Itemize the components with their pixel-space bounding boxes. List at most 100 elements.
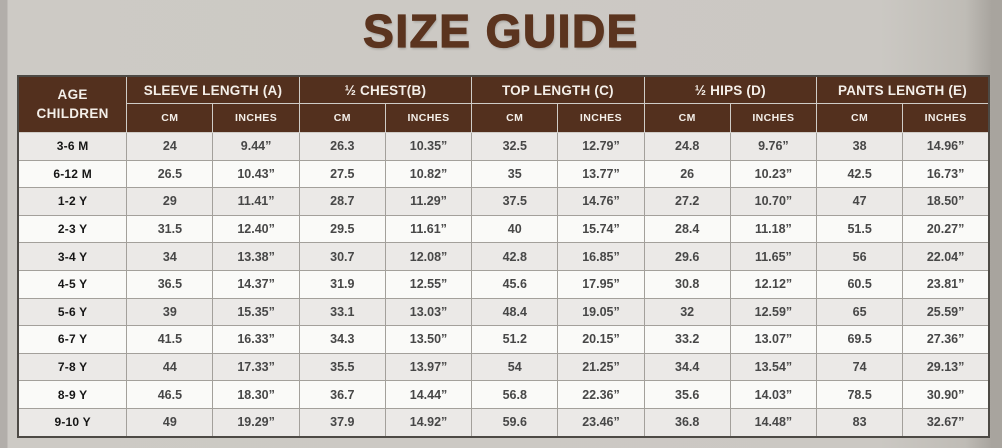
measurement-cell: 34 (126, 242, 214, 271)
measurement-cell: 27.5 (298, 159, 386, 189)
measurement-cell: 30.7 (298, 242, 386, 271)
measurement-cell: 30.90” (902, 380, 990, 409)
unit-header-cm: CM (126, 103, 214, 133)
measurement-cell: 65 (815, 297, 904, 327)
measurement-cell: 10.43” (212, 159, 300, 189)
measurement-cell: 51.2 (471, 325, 559, 354)
unit-header-cm: CM (298, 103, 386, 133)
measurement-cell: 18.30” (212, 380, 300, 409)
measurement-cell: 38 (815, 132, 904, 161)
measurement-cell: 23.81” (902, 269, 990, 299)
measurement-cell: 36.5 (126, 269, 214, 299)
measurement-cell: 12.12” (729, 269, 818, 299)
measurement-cell: 39 (126, 297, 214, 327)
measurement-cell: 29.5 (298, 214, 386, 244)
measurement-cell: 56.8 (471, 380, 559, 409)
measurement-cell: 20.15” (557, 325, 645, 354)
age-cell: 6-12 M (17, 159, 128, 189)
measurement-cell: 54 (471, 352, 559, 382)
measurement-cell: 15.35” (212, 297, 300, 327)
table-row: 4-5 Y 36.5 14.37” 31.9 12.55” 45.6 17.95” 30.8 1… (17, 269, 990, 299)
unit-header-inches: INCHES (557, 103, 645, 133)
table-row: 6-7 Y 41.5 16.33” 34.3 13.50” 51.2 20.15” 33.2 1… (17, 325, 990, 354)
age-column-header: AGE CHILDREN (17, 75, 128, 133)
measurement-cell: 33.1 (298, 297, 386, 327)
measurement-cell: 10.35” (384, 132, 473, 161)
unit-header-cm: CM (471, 103, 559, 133)
age-cell: 3-6 M (17, 132, 128, 161)
measurement-cell: 34.4 (643, 352, 731, 382)
measurement-cell: 9.44” (212, 132, 300, 161)
measurement-cell: 29 (126, 187, 214, 216)
measurement-cell: 13.77” (557, 159, 645, 189)
measurement-cell: 14.92” (384, 407, 473, 438)
measurement-cell: 13.07” (729, 325, 818, 354)
unit-header-cm: CM (643, 103, 731, 133)
group-header-half-chest: ½ CHEST(B) (298, 75, 473, 104)
measurement-cell: 83 (815, 407, 904, 438)
age-cell: 5-6 Y (17, 297, 128, 327)
measurement-cell: 42.5 (815, 159, 904, 189)
measurement-cell: 12.55” (384, 269, 473, 299)
measurement-cell: 51.5 (815, 214, 904, 244)
measurement-cell: 35.5 (298, 352, 386, 382)
measurement-cell: 13.38” (212, 242, 300, 271)
unit-header-inches: INCHES (212, 103, 300, 133)
measurement-cell: 31.5 (126, 214, 214, 244)
measurement-cell: 33.2 (643, 325, 731, 354)
measurement-cell: 26 (643, 159, 731, 189)
measurement-cell: 17.95” (557, 269, 645, 299)
table-row: 8-9 Y 46.5 18.30” 36.7 14.44” 56.8 22.36” 35.6 1… (17, 380, 990, 409)
age-cell: 2-3 Y (17, 214, 128, 244)
measurement-cell: 18.50” (902, 187, 990, 216)
measurement-cell: 37.5 (471, 187, 559, 216)
unit-header-inches: INCHES (902, 103, 990, 133)
measurement-cell: 14.48” (729, 407, 818, 438)
table-row: 5-6 Y 39 15.35” 33.1 13.03” 48.4 19.05” 32 12.59… (17, 297, 990, 327)
measurement-cell: 27.2 (643, 187, 731, 216)
measurement-cell: 16.33” (212, 325, 300, 354)
table-row: 7-8 Y 44 17.33” 35.5 13.97” 54 21.25” 34.4 13.54… (17, 352, 990, 382)
table-row: 1-2 Y 29 11.41” 28.7 11.29” 37.5 14.76” 27.2 10.… (17, 187, 990, 216)
measurement-cell: 11.18” (729, 214, 818, 244)
measurement-cell: 14.37” (212, 269, 300, 299)
table-row: 2-3 Y 31.5 12.40” 29.5 11.61” 40 15.74” 28.4 11.… (17, 214, 990, 244)
measurement-cell: 15.74” (557, 214, 645, 244)
group-header-sleeve-length: SLEEVE LENGTH (A) (126, 75, 300, 104)
page-title: SIZE GUIDE (362, 4, 639, 57)
measurement-cell: 27.36” (902, 325, 990, 354)
measurement-cell: 56 (815, 242, 904, 271)
measurement-cell: 40 (471, 214, 559, 244)
measurement-cell: 60.5 (815, 269, 904, 299)
table-row: 6-12 M 26.5 10.43” 27.5 10.82” 35 13.77” 26 10.2… (17, 159, 990, 189)
measurement-cell: 12.59” (729, 297, 818, 327)
measurement-cell: 26.3 (298, 132, 386, 161)
measurement-cell: 35.6 (643, 380, 731, 409)
measurement-cell: 11.29” (384, 187, 473, 216)
measurement-cell: 14.03” (729, 380, 818, 409)
table-row: 9-10 Y 49 19.29” 37.9 14.92” 59.6 23.46” 36.8 14… (17, 407, 990, 438)
measurement-cell: 20.27” (902, 214, 990, 244)
table-header: AGE CHILDREN SLEEVE LENGTH (A) ½ CHEST(B… (17, 75, 990, 133)
measurement-cell: 49 (126, 407, 214, 438)
table-row: 3-6 M 24 9.44” 26.3 10.35” 32.5 12.79” 24.8 9.76… (17, 132, 990, 161)
measurement-cell: 22.36” (557, 380, 645, 409)
measurement-cell: 41.5 (126, 325, 214, 354)
measurement-cell: 24 (126, 132, 214, 161)
measurement-cell: 11.61” (384, 214, 473, 244)
measurement-cell: 13.54” (729, 352, 818, 382)
age-cell: 3-4 Y (17, 242, 128, 271)
measurement-cell: 13.03” (384, 297, 473, 327)
group-header-half-hips: ½ HIPS (D) (643, 75, 818, 104)
measurement-cell: 74 (815, 352, 904, 382)
measurement-cell: 21.25” (557, 352, 645, 382)
measurement-cell: 12.79” (557, 132, 645, 161)
measurement-cell: 22.04” (902, 242, 990, 271)
age-cell: 6-7 Y (17, 325, 128, 354)
measurement-cell: 17.33” (212, 352, 300, 382)
size-guide-table: AGE CHILDREN SLEEVE LENGTH (A) ½ CHEST(B… (17, 75, 990, 438)
measurement-cell: 42.8 (471, 242, 559, 271)
measurement-cell: 46.5 (126, 380, 214, 409)
measurement-cell: 35 (471, 159, 559, 189)
table-row: 3-4 Y 34 13.38” 30.7 12.08” 42.8 16.85” 29.6 11.… (17, 242, 990, 271)
